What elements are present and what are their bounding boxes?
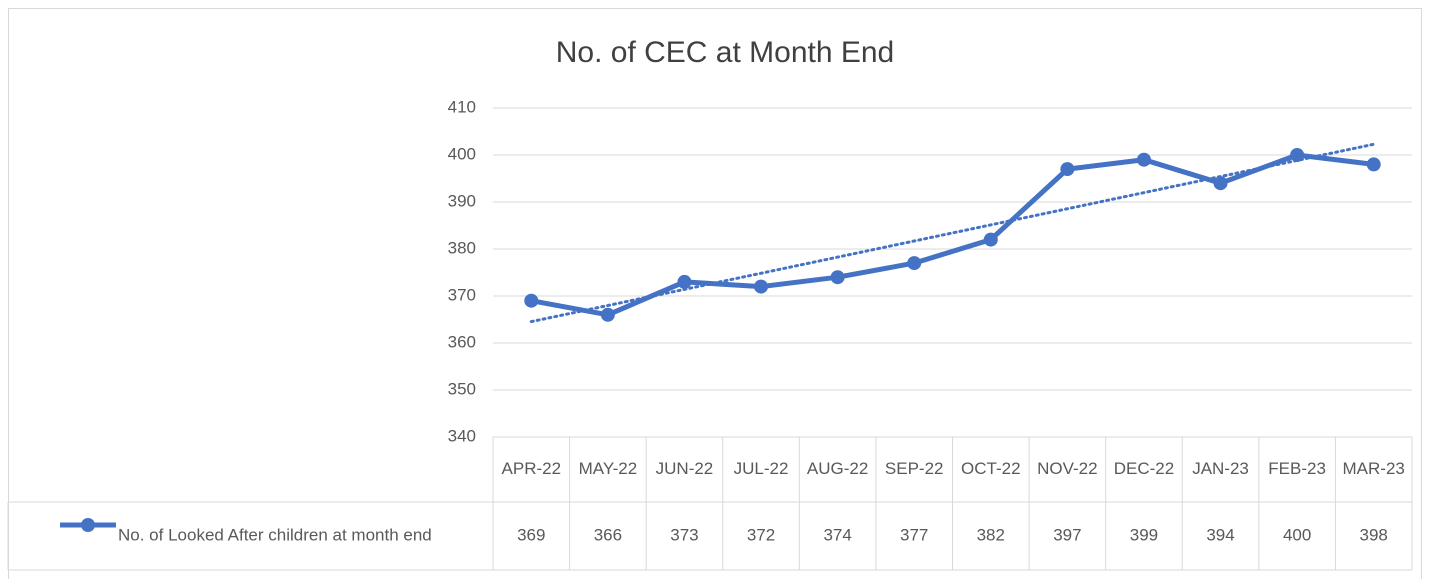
y-tick-label: 380 xyxy=(448,238,476,257)
point xyxy=(1290,148,1305,162)
table-value: 369 xyxy=(517,525,545,544)
point xyxy=(1213,176,1228,191)
x-tick-label: JAN-23 xyxy=(1192,459,1249,478)
point xyxy=(1366,157,1381,172)
table-value: 373 xyxy=(670,525,698,544)
x-tick-label: JUN-22 xyxy=(656,459,714,478)
point xyxy=(983,232,998,247)
table-value: 372 xyxy=(747,525,775,544)
chart-title: No. of CEC at Month End xyxy=(556,36,895,69)
x-tick-label: JUL-22 xyxy=(734,459,789,478)
table-value: 366 xyxy=(594,525,622,544)
table-value: 374 xyxy=(823,525,851,544)
x-tick-label: MAR-23 xyxy=(1343,459,1405,478)
x-tick-label: NOV-22 xyxy=(1037,459,1097,478)
point xyxy=(907,256,922,271)
point xyxy=(830,270,845,285)
point xyxy=(754,279,769,294)
x-tick-label: SEP-22 xyxy=(885,459,944,478)
table-value: 397 xyxy=(1053,525,1081,544)
y-tick-label: 370 xyxy=(448,285,476,304)
legend-marker xyxy=(81,518,95,532)
table-value: 382 xyxy=(977,525,1005,544)
y-tick-label: 340 xyxy=(448,426,476,445)
x-tick-label: AUG-22 xyxy=(807,459,868,478)
table-value: 400 xyxy=(1283,525,1311,544)
y-tick-label: 400 xyxy=(448,144,476,163)
table-value: 398 xyxy=(1360,525,1388,544)
y-tick-label: 360 xyxy=(448,332,476,351)
series-line xyxy=(530,152,1375,318)
table-value: 399 xyxy=(1130,525,1158,544)
point xyxy=(524,293,539,308)
y-tick-label: 350 xyxy=(448,379,476,398)
table-value: 377 xyxy=(900,525,928,544)
x-tick-label: MAY-22 xyxy=(579,459,638,478)
point xyxy=(677,274,692,289)
trendline xyxy=(529,142,1376,324)
point xyxy=(1060,162,1075,177)
x-tick-label: FEB-23 xyxy=(1268,459,1326,478)
x-tick-label: DEC-22 xyxy=(1114,459,1174,478)
y-tick-label: 390 xyxy=(448,191,476,210)
point xyxy=(1136,152,1151,167)
chart-border xyxy=(8,8,1422,579)
legend-label: No. of Looked After children at month en… xyxy=(118,525,432,544)
table-value: 394 xyxy=(1206,525,1234,544)
y-tick-label: 410 xyxy=(448,97,476,116)
point xyxy=(600,307,615,322)
x-tick-label: OCT-22 xyxy=(961,459,1021,478)
x-tick-label: APR-22 xyxy=(502,459,562,478)
